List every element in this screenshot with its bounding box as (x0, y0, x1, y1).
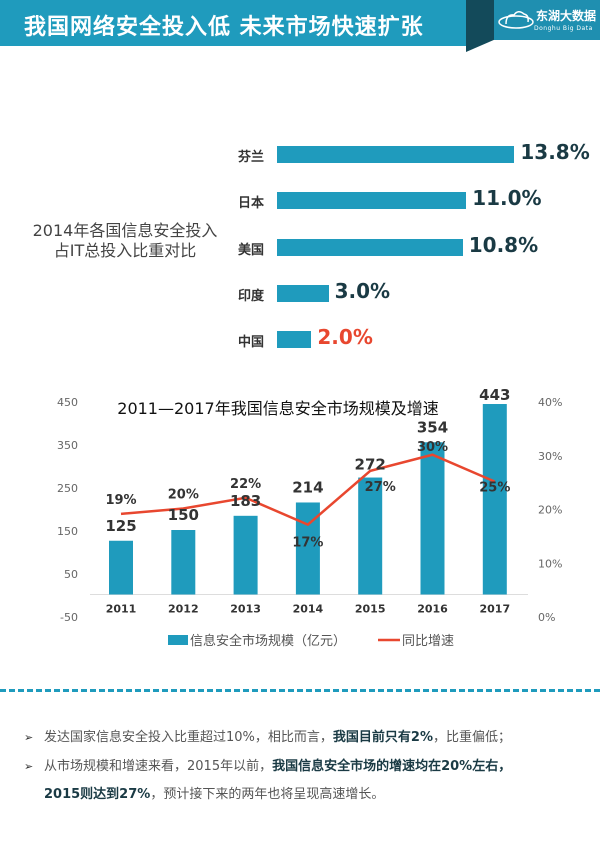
legend-label: 信息安全市场规模（亿元） (190, 633, 346, 649)
bar-value-label: 150 (168, 506, 199, 524)
y-right-tick: 40% (538, 396, 562, 409)
value-label: 10.8% (468, 232, 539, 257)
logo-subtext: Donghu Big Data (534, 25, 593, 32)
y-right-tick: 20% (538, 504, 562, 517)
page-title: 我国网络安全投入低 未来市场快速扩张 (24, 15, 424, 40)
bar-value-label: 183 (230, 492, 261, 510)
combo-chart: 450 350 250 150 50 -50 40% 30% 20% 10% 0% 2011 2012 2… (57, 386, 562, 649)
combo-chart-title: 2011—2017年我国信息安全市场规模及增速 (117, 399, 438, 418)
category-label: 印度 (237, 288, 264, 304)
y-left-tick: 50 (64, 568, 78, 581)
x-tick: 2014 (293, 603, 324, 616)
bar (277, 192, 467, 210)
logo-text: 东湖大数据 (536, 9, 597, 23)
line-value-label: 27% (365, 480, 396, 495)
x-tick: 2013 (230, 603, 261, 616)
bar (277, 284, 329, 302)
bar (358, 477, 383, 595)
value-label: 3.0% (334, 278, 391, 303)
divider (0, 689, 600, 692)
x-tick: 2015 (355, 603, 386, 616)
y-right-tick: 10% (538, 557, 562, 570)
title-line: 占IT总投入比重对比 (53, 241, 197, 260)
arrow-bullet-icon: ➢ (24, 731, 34, 744)
bar-value-label: 443 (479, 386, 510, 404)
header-bar: 我国网络安全投入低 未来市场快速扩张 (0, 0, 468, 46)
value-label: 11.0% (472, 186, 542, 211)
bar (171, 530, 196, 595)
bar-value-label: 125 (105, 517, 136, 535)
line-value-label: 30% (417, 440, 448, 455)
y-right-tick: 0% (538, 611, 555, 624)
bar (277, 238, 463, 256)
line-value-label: 19% (105, 493, 136, 508)
legend-bar-swatch (168, 635, 188, 645)
x-tick: 2017 (479, 603, 510, 616)
value-label: 2.0% (317, 325, 373, 350)
category-label: 日本 (237, 196, 264, 212)
x-tick: 2011 (106, 603, 137, 616)
y-left-tick: 150 (57, 525, 78, 538)
y-right-tick: 30% (538, 450, 562, 463)
title-line: 2014年各国信息安全投入 (32, 221, 218, 240)
x-tick: 2012 (168, 603, 199, 616)
line-value-label: 17% (292, 536, 323, 551)
y-left-tick: 450 (57, 396, 78, 409)
bar (277, 146, 515, 163)
y-left-tick: 250 (57, 482, 78, 495)
bullet-item: ➢ 发达国家信息安全投入比重超过10%，相比而言，我国目前只有2%，比重偏低； (24, 724, 511, 752)
bar (277, 331, 312, 349)
line-value-label: 20% (168, 488, 199, 503)
bar-value-label: 272 (355, 456, 386, 474)
hbar-row: 中国 2.0% (0, 325, 600, 351)
bar-value-label: 354 (417, 418, 448, 436)
line-value-label: 22% (230, 477, 261, 492)
bar (109, 540, 133, 595)
bar (233, 515, 258, 595)
y-left-tick: 350 (57, 439, 78, 452)
value-label: 13.8% (520, 140, 590, 164)
x-tick: 2016 (417, 603, 448, 616)
cloud-logo-icon (498, 11, 534, 29)
y-left-tick: -50 (60, 611, 78, 624)
bar (420, 442, 445, 595)
logo: 东湖大数据 Donghu Big Data (494, 0, 600, 40)
hbar-chart-title: 2014年各国信息安全投入 占IT总投入比重对比 (0, 221, 250, 261)
category-label: 中国 (237, 335, 264, 351)
growth-line (120, 453, 496, 527)
hbar-row: 印度 3.0% (0, 279, 600, 304)
arrow-bullet-icon: ➢ (24, 759, 34, 773)
hbar-row: 日本 11.0% (0, 186, 600, 212)
header-decoration (466, 0, 496, 52)
category-label: 芬兰 (237, 150, 264, 165)
legend-label: 同比增速 (402, 634, 454, 649)
hbar-row: 美国 10.8% (0, 233, 600, 258)
category-label: 美国 (237, 242, 264, 258)
bar-value-label: 214 (292, 478, 323, 496)
bullet-item: ➢ 从市场规模和增速来看，2015年以前，我国信息安全市场的增速均在20%左右， (24, 753, 511, 781)
bar (482, 404, 507, 595)
hbar-row: 芬兰 13.8% (0, 140, 600, 165)
bullet-item: 2015则达到27%，预计接下来的两年也将呈现高速增长。 (44, 787, 385, 802)
line-value-label: 25% (479, 481, 510, 496)
